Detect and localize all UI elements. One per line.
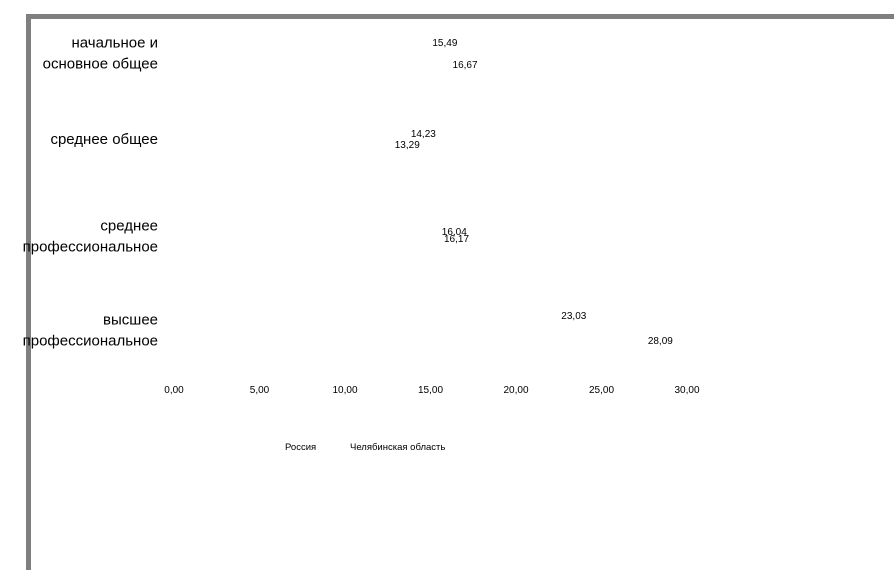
bar-chelyabinsk bbox=[174, 336, 655, 348]
legend-label: Челябинская область bbox=[350, 442, 445, 453]
legend-swatch bbox=[340, 442, 346, 448]
data-labels: 15,49 14,23 16,04 23,03 16,67 13,29 16,17 28,09 bbox=[395, 38, 674, 347]
bar-chelyabinsk bbox=[174, 59, 460, 71]
legend-item: Россия bbox=[275, 442, 316, 453]
x-axis-tick-labels: 0,00 5,00 10,00 15,00 20,00 25,00 30,00 bbox=[164, 385, 700, 396]
category-label: начальное и основное общее bbox=[43, 35, 158, 73]
x-tick-label: 15,00 bbox=[418, 385, 443, 396]
chart-frame-left-border bbox=[26, 14, 31, 570]
category-label-line: среднее bbox=[100, 218, 158, 235]
category-label: высшее профессиональное bbox=[23, 312, 158, 350]
bar-russia bbox=[174, 218, 449, 230]
data-label: 28,09 bbox=[648, 336, 673, 347]
category-label-line: высшее bbox=[103, 312, 158, 329]
x-tick-label: 25,00 bbox=[589, 385, 614, 396]
category-label: среднее общее bbox=[50, 131, 158, 148]
bar-chelyabinsk bbox=[174, 145, 402, 157]
bars bbox=[174, 35, 655, 348]
category-label-line: среднее общее bbox=[50, 131, 158, 148]
bar-russia bbox=[174, 35, 439, 47]
legend: Россия Челябинская область bbox=[275, 442, 445, 453]
data-label: 16,04 bbox=[442, 227, 467, 238]
x-tick-label: 5,00 bbox=[250, 385, 270, 396]
x-tick-label: 0,00 bbox=[164, 385, 184, 396]
data-label: 23,03 bbox=[561, 311, 586, 322]
x-tick-label: 20,00 bbox=[503, 385, 528, 396]
bar-chelyabinsk bbox=[174, 242, 451, 254]
data-label: 13,29 bbox=[395, 140, 420, 151]
legend-swatch bbox=[275, 442, 281, 448]
category-label-line: профессиональное bbox=[23, 239, 158, 256]
data-label: 15,49 bbox=[432, 38, 457, 49]
legend-label: Россия bbox=[285, 442, 316, 453]
x-tick-label: 30,00 bbox=[674, 385, 699, 396]
category-label: среднее профессиональное bbox=[23, 218, 158, 256]
category-label-line: основное общее bbox=[43, 56, 158, 73]
category-label-line: профессиональное bbox=[23, 333, 158, 350]
bar-russia bbox=[174, 312, 568, 324]
x-tick-label: 10,00 bbox=[332, 385, 357, 396]
data-label: 14,23 bbox=[411, 129, 436, 140]
data-label: 16,17 bbox=[444, 234, 469, 245]
category-axis-labels: начальное и основное общее среднее общее ср… bbox=[23, 35, 158, 350]
chart-frame-top-border bbox=[26, 14, 894, 19]
data-label: 16,67 bbox=[453, 60, 478, 71]
legend-item: Челябинская область bbox=[340, 442, 445, 453]
category-label-line: начальное и bbox=[71, 35, 158, 52]
bar-russia bbox=[174, 121, 418, 133]
